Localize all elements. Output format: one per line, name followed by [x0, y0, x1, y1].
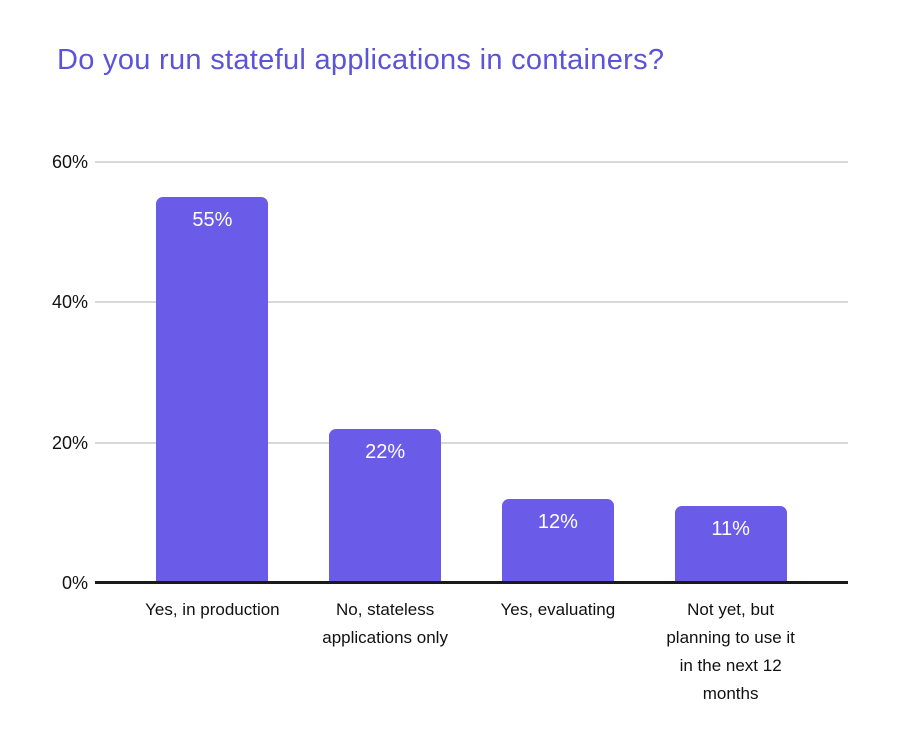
x-category-label: Yes, in production: [126, 596, 299, 708]
bar: 12%: [501, 498, 614, 583]
x-category-label: No, stateless applications only: [299, 596, 472, 708]
x-axis-labels: Yes, in production No, stateless applicati…: [95, 596, 848, 708]
x-category-line: months: [702, 684, 759, 703]
x-category-text: Yes, evaluating: [501, 596, 616, 708]
x-category-line: planning to use it: [666, 628, 795, 647]
plot-area: 55% 22% 12% 11%: [95, 161, 848, 584]
x-category-text: Yes, in production: [145, 596, 280, 708]
x-axis-line: [95, 581, 848, 584]
bar-value-label: 22%: [365, 440, 406, 463]
x-category-line: Not yet, but: [687, 600, 775, 619]
x-category-line: applications only: [322, 628, 448, 647]
y-tick-label: 40%: [51, 292, 88, 313]
x-category-line: No, stateless: [335, 600, 435, 619]
bar-slot: 11%: [644, 162, 817, 583]
y-tick-label: 20%: [51, 432, 88, 453]
x-category-text: Not yet, but planning to use it in the nex…: [666, 596, 795, 708]
gridlines: [95, 161, 848, 583]
bars: 55% 22% 12% 11%: [126, 162, 817, 583]
gridline: [95, 161, 848, 163]
gridline: [95, 301, 848, 304]
x-category-line: Yes, evaluating: [500, 600, 616, 619]
bar: 55%: [156, 197, 269, 583]
bar: 11%: [674, 505, 787, 583]
y-axis-labels: 0% 20% 40% 60%: [20, 152, 88, 593]
bar-slot: 22%: [299, 162, 472, 583]
y-tick-label: 0%: [61, 573, 88, 593]
bar-value-label: 11%: [711, 517, 750, 540]
bar-slot: 12%: [472, 162, 645, 583]
y-tick-label: 60%: [51, 152, 88, 172]
x-category-label: Yes, evaluating: [472, 596, 645, 708]
x-category-text: No, stateless applications only: [322, 596, 448, 708]
x-category-line: Yes, in production: [145, 600, 280, 619]
x-category-label: Not yet, but planning to use it in the nex…: [644, 596, 817, 708]
x-category-line: in the next 12: [679, 656, 782, 675]
bar: 22%: [329, 428, 442, 583]
gridline: [95, 441, 848, 444]
bar-value-label: 55%: [192, 209, 233, 232]
chart-title: Do you run stateful applications in cont…: [57, 44, 665, 76]
bar-slot: 55%: [126, 162, 299, 583]
bar-value-label: 12%: [537, 510, 578, 533]
